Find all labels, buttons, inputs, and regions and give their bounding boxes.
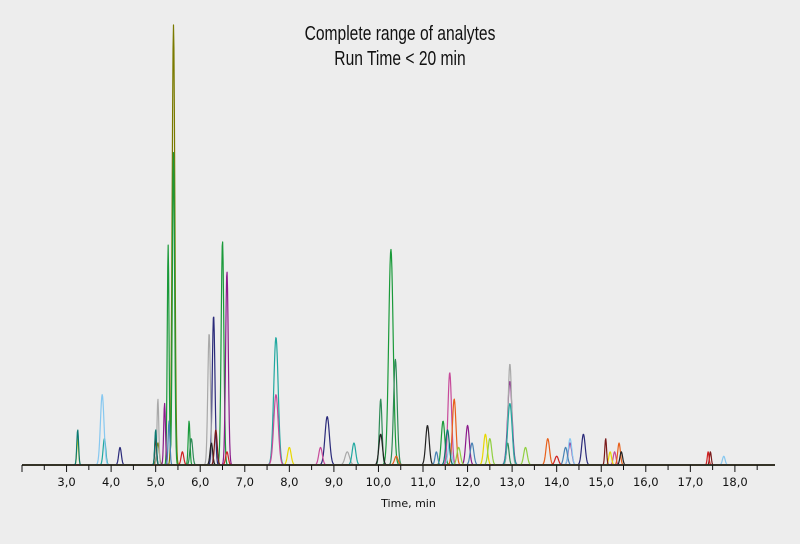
chart-title-line-2: Run Time < 20 min [334,48,466,70]
chromatogram-trace-3 [21,358,776,466]
chromatogram-trace-1 [21,24,776,466]
x-tick-label: 6,0 [191,475,209,489]
x-tick-label: 7,0 [236,475,254,489]
x-tick-label: 4,0 [102,475,120,489]
x-tick-label: 18,0 [722,475,748,489]
x-axis-ticks: 3,0 4,0 5,0 6,0 7,0 8,0 9,0 10,0 11,0 12,0 13,0 14,… [21,465,758,489]
x-tick-label: 11,0 [410,475,436,489]
x-tick-label: 9,0 [325,475,343,489]
x-tick-label: 5,0 [147,475,165,489]
chart-title: Complete range of analytes Run Time < 20… [283,22,517,72]
chromatogram-trace-16 [21,451,776,466]
x-tick-label: 8,0 [280,475,298,489]
x-tick-label: 14,0 [544,475,570,489]
x-axis-label: Time, min [380,497,436,510]
x-tick-label: 17,0 [678,475,704,489]
series-layer [21,24,776,466]
x-tick-label: 13,0 [499,475,525,489]
x-tick-label: 10,0 [366,475,392,489]
chromatogram-trace-2 [21,152,776,466]
chart-title-line-1: Complete range of analytes [304,23,496,45]
x-tick-label: 3,0 [57,475,75,489]
x-tick-label: 12,0 [455,475,481,489]
x-tick-label: 15,0 [588,475,614,489]
x-tick-label: 16,0 [633,475,659,489]
